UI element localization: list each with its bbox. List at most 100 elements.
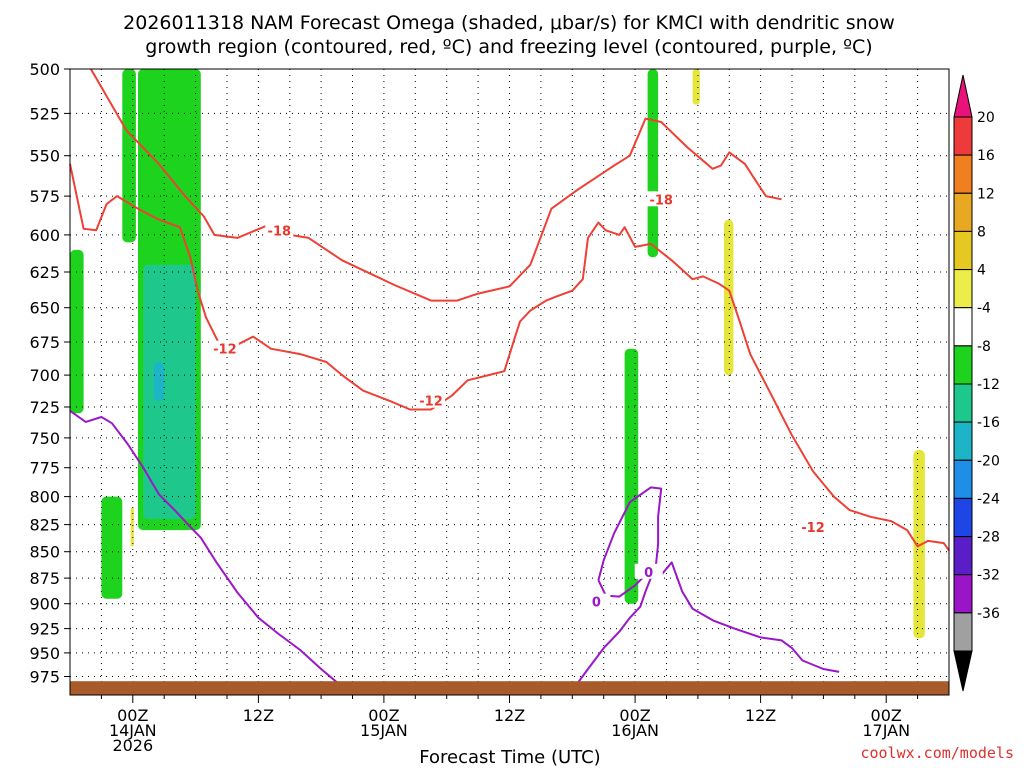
colorbar-label: -8 bbox=[977, 339, 991, 355]
isotherm-purple bbox=[571, 561, 840, 691]
omega-region bbox=[153, 362, 165, 401]
y-tick-label: 575 bbox=[29, 187, 60, 206]
colorbar-swatch bbox=[953, 307, 973, 347]
contour-label-bg bbox=[265, 222, 294, 238]
omega-region bbox=[624, 348, 639, 604]
x-tick-label: 12Z bbox=[243, 706, 274, 725]
contour-label: -12 bbox=[419, 395, 443, 410]
y-tick-label: 725 bbox=[29, 398, 60, 417]
x-tick-label: 17JAN bbox=[862, 721, 910, 740]
omega-region bbox=[647, 69, 659, 258]
colorbar-swatch bbox=[953, 345, 973, 385]
y-tick-label: 500 bbox=[29, 60, 60, 79]
colorbar-label: 20 bbox=[977, 110, 995, 126]
x-tick-label: 00Z bbox=[619, 706, 650, 725]
x-tick-label: 16JAN bbox=[611, 721, 659, 740]
y-tick-label: 825 bbox=[29, 516, 60, 535]
colorbar-swatch bbox=[953, 230, 973, 270]
contour-label-bg bbox=[799, 518, 827, 534]
title-line-1: 2026011318 NAM Forecast Omega (shaded, μ… bbox=[123, 12, 895, 34]
colorbar-swatch bbox=[953, 612, 973, 652]
omega-region bbox=[101, 496, 123, 599]
colorbar-label: 12 bbox=[977, 186, 995, 202]
x-tick-label: 00Z bbox=[117, 706, 148, 725]
colorbar-swatch bbox=[953, 269, 973, 309]
colorbar-label: -16 bbox=[977, 415, 1000, 431]
colorbar-label: 8 bbox=[977, 224, 986, 240]
x-tick-label: 2026 bbox=[112, 736, 153, 755]
contour-label-bg bbox=[634, 563, 663, 579]
title-line-2: growth region (contoured, red, ºC) and f… bbox=[145, 36, 872, 58]
colorbar-label: -32 bbox=[977, 568, 1000, 584]
y-axis: 500 525 550 575 600 625 650 675 700 725 750 775 800 8… bbox=[29, 60, 70, 687]
omega-region bbox=[122, 69, 136, 243]
colorbar-label: -4 bbox=[977, 301, 991, 317]
y-tick-label: 600 bbox=[29, 226, 60, 245]
colorbar-swatch bbox=[953, 421, 973, 461]
colorbar-bottom-arrow bbox=[953, 650, 973, 692]
colorbar-swatch bbox=[953, 459, 973, 499]
isotherm-red bbox=[90, 68, 782, 302]
isotherm-red bbox=[69, 163, 950, 552]
omega-region bbox=[692, 69, 700, 105]
contour-label: -12 bbox=[213, 343, 237, 358]
omega-region bbox=[70, 249, 84, 414]
colorbar-swatch bbox=[953, 497, 973, 537]
contour-label-bg bbox=[647, 191, 676, 207]
contours: -18 -12 -12 -18 -12 0 0 bbox=[69, 68, 950, 692]
y-tick-label: 675 bbox=[29, 333, 60, 352]
contour-label-bg bbox=[210, 340, 239, 356]
y-tick-label: 650 bbox=[29, 299, 60, 318]
x-tick-label: 15JAN bbox=[360, 721, 408, 740]
colorbar-label: -20 bbox=[977, 453, 1000, 469]
omega-region bbox=[724, 219, 734, 376]
x-tick-label: 14JAN bbox=[109, 721, 157, 740]
colorbar-top-arrow bbox=[953, 74, 973, 118]
colorbar-label: -28 bbox=[977, 530, 1000, 546]
colorbar-swatch bbox=[953, 116, 973, 156]
y-tick-label: 975 bbox=[29, 668, 60, 687]
y-tick-label: 900 bbox=[29, 595, 60, 614]
colorbar: 20 16 12 8 4 -4 -8 -12 -16 -20 -24 -28 -32 -36 bbox=[953, 74, 1000, 692]
contour-label: -18 bbox=[649, 193, 673, 208]
contour-label-bg bbox=[582, 593, 611, 609]
terrain-band bbox=[70, 681, 949, 695]
colorbar-label: 4 bbox=[977, 263, 986, 279]
credit-text: coolwx.com/models bbox=[860, 744, 1014, 762]
isotherm-purple bbox=[69, 409, 353, 692]
chart-title: 2026011318 NAM Forecast Omega (shaded, μ… bbox=[123, 12, 895, 58]
colorbar-swatch bbox=[953, 192, 973, 232]
isotherm-purple bbox=[597, 486, 663, 598]
y-tick-label: 850 bbox=[29, 543, 60, 562]
omega-region bbox=[143, 264, 196, 519]
colorbar-label: -24 bbox=[977, 491, 1000, 507]
colorbar-swatch bbox=[953, 536, 973, 576]
x-tick-label: 12Z bbox=[494, 706, 525, 725]
y-tick-label: 700 bbox=[29, 366, 60, 385]
x-axis-title: Forecast Time (UTC) bbox=[419, 747, 600, 768]
y-tick-label: 625 bbox=[29, 263, 60, 282]
contour-label: -18 bbox=[268, 224, 292, 239]
y-tick-label: 525 bbox=[29, 104, 60, 123]
colorbar-label: -12 bbox=[977, 377, 1000, 393]
contour-label: 0 bbox=[592, 596, 601, 611]
colorbar-swatch bbox=[953, 383, 973, 423]
y-tick-label: 925 bbox=[29, 620, 60, 639]
y-tick-label: 800 bbox=[29, 488, 60, 507]
contour-label: 0 bbox=[644, 566, 653, 581]
colorbar-label: 16 bbox=[977, 148, 995, 164]
colorbar-swatch bbox=[953, 154, 973, 194]
colorbar-swatch bbox=[953, 574, 973, 614]
colorbar-label: -36 bbox=[977, 606, 1000, 622]
contour-label: -12 bbox=[801, 521, 825, 536]
plot-area: -18 -12 -12 -18 -12 0 0 500 525 550 575 600 625 650 67… bbox=[29, 60, 950, 755]
contour-label-bg bbox=[417, 392, 445, 408]
omega-region bbox=[130, 507, 134, 547]
y-tick-label: 950 bbox=[29, 644, 60, 663]
omega-shading bbox=[70, 69, 925, 639]
x-tick-label: 00Z bbox=[368, 706, 399, 725]
y-tick-label: 875 bbox=[29, 569, 60, 588]
x-tick-label: 00Z bbox=[871, 706, 902, 725]
y-tick-label: 550 bbox=[29, 147, 60, 166]
